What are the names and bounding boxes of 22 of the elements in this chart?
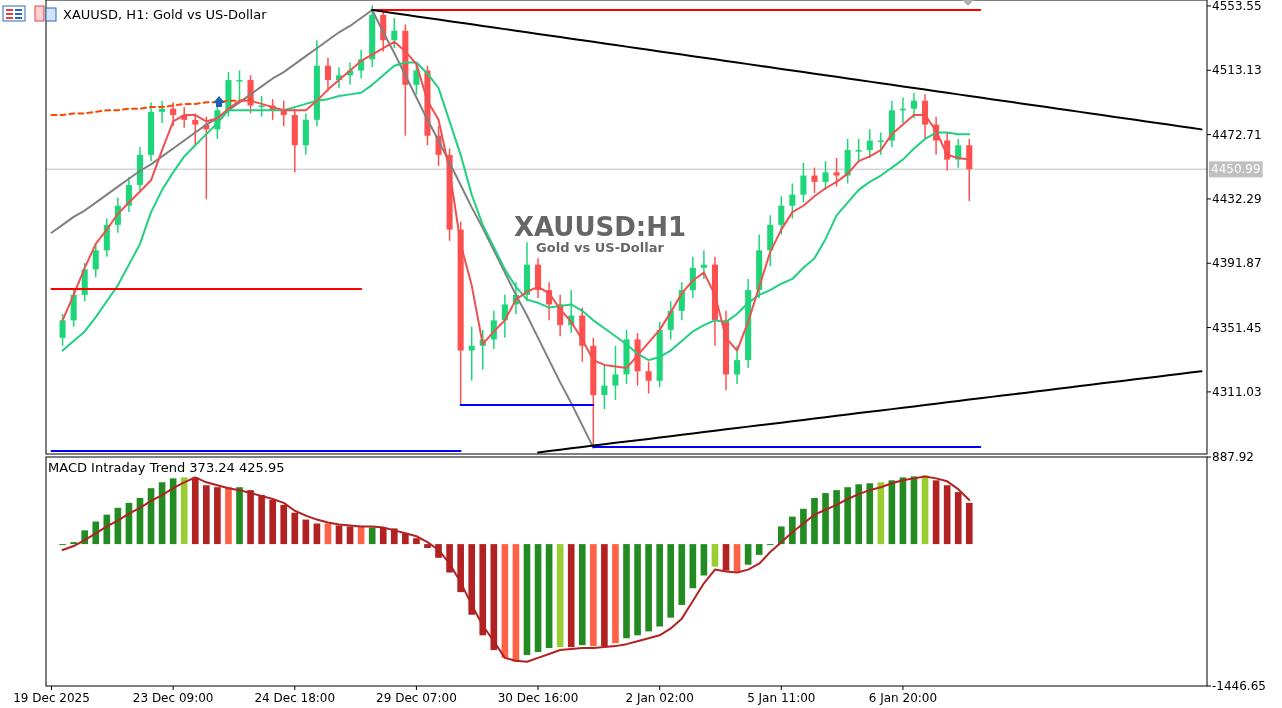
y-tick-label: 4351.45	[1212, 320, 1262, 335]
y-tick-label: 4472.71	[1212, 127, 1262, 142]
y-tick-label: 4553.55	[1212, 0, 1262, 14]
chart-title: MACD Intraday Trend 373.24 425.95	[48, 460, 285, 475]
x-tick-label: 24 Dec 18:00	[254, 691, 336, 705]
x-tick-label: 19 Dec 2025	[13, 691, 90, 705]
text: XAUUSD, H1: Gold vs US-Dollar	[63, 7, 268, 22]
x-tick-label: 29 Dec 07:00	[376, 691, 457, 705]
annotation: XAUUSD:H1	[513, 212, 687, 242]
ref-line-label: 4450.99	[1211, 162, 1261, 177]
y-tick-label: 887.92	[1212, 450, 1254, 465]
x-tick-label: 2 Jan 02:00	[625, 691, 694, 705]
y-tick-label: 4311.03	[1212, 385, 1262, 400]
x-tick-label: 23 Dec 09:00	[132, 691, 214, 705]
x-tick-label: 6 Jan 20:00	[868, 691, 938, 705]
x-tick-label: 5 Jan 11:00	[747, 691, 816, 705]
x-tick-label: 30 Dec 16:00	[497, 691, 579, 705]
y-tick-label: 4513.13	[1212, 63, 1262, 78]
annotation: Gold vs US-Dollar	[536, 240, 665, 255]
y-tick-label: 4391.87	[1212, 256, 1262, 271]
y-tick-label: 4432.29	[1212, 192, 1262, 207]
y-tick-label: -1446.65	[1212, 679, 1266, 694]
